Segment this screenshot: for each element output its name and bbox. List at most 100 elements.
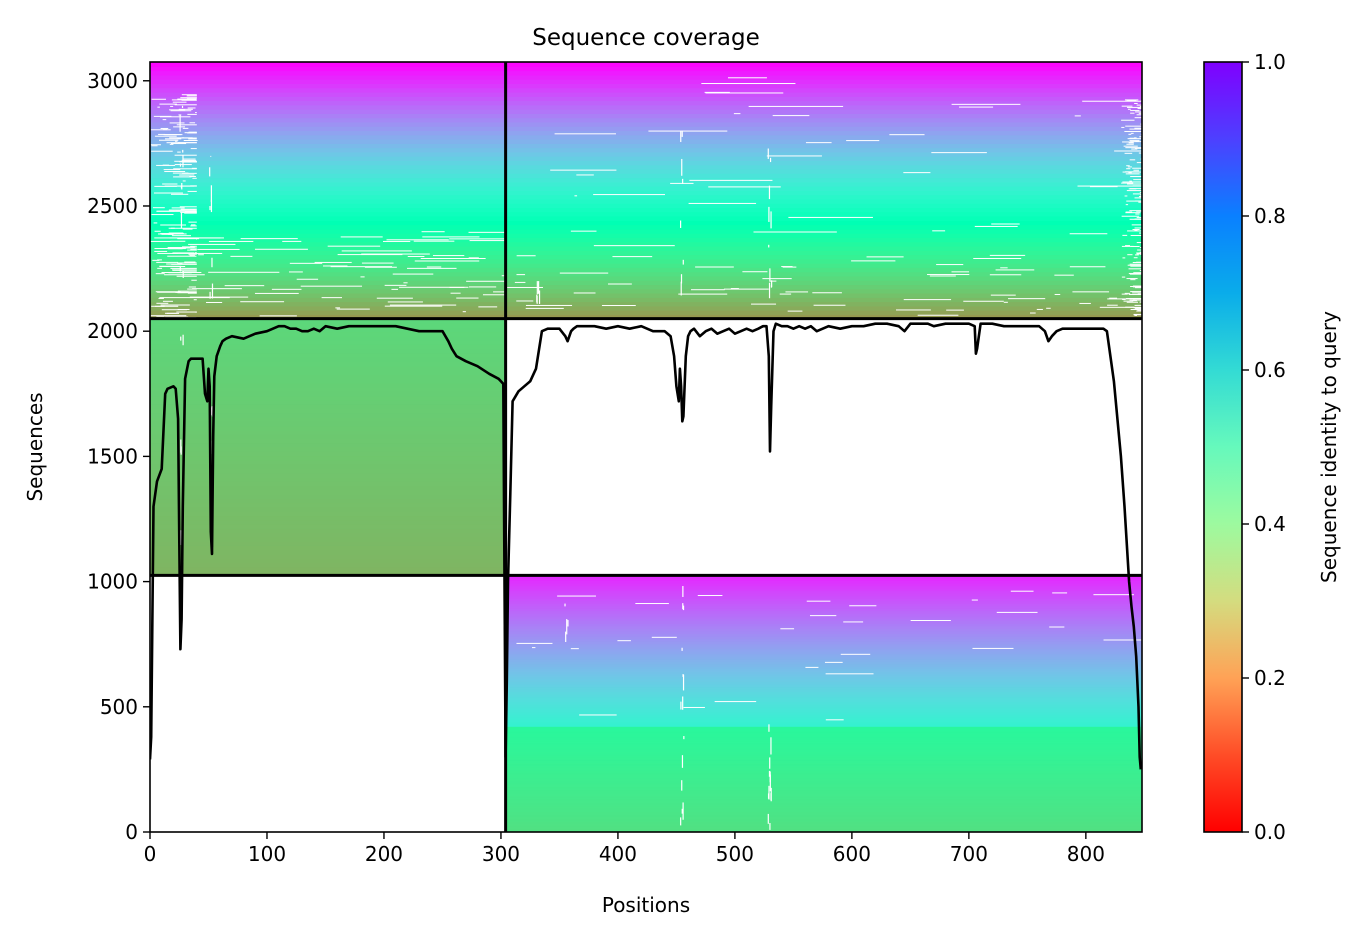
block-band (505, 770, 1142, 774)
gap-streak (1135, 140, 1139, 142)
gap-streak (1130, 110, 1140, 112)
gap-column (767, 813, 769, 824)
gap-column (682, 674, 685, 691)
colorbar-tick-label: 0.8 (1254, 204, 1286, 228)
gap-streak (1128, 133, 1132, 135)
block-band (150, 271, 1142, 277)
gap-streak (1124, 99, 1139, 101)
block-band (505, 628, 1142, 632)
gap-column (768, 206, 770, 222)
gap-column (768, 282, 771, 299)
gap-streak (866, 256, 904, 258)
block-band (150, 541, 506, 546)
block-band (505, 618, 1142, 622)
gap-streak (169, 137, 185, 139)
gap-column (182, 155, 184, 168)
x-tick-label: 500 (716, 842, 754, 866)
gap-streak (171, 207, 185, 209)
x-axis-label: Positions (602, 893, 690, 917)
gap-streak (1054, 274, 1074, 276)
gap-streak (321, 297, 343, 299)
block-band (150, 378, 506, 384)
gap-streak (1072, 291, 1110, 293)
gap-streak (161, 271, 202, 273)
gap-streak (360, 276, 365, 278)
block-band (150, 335, 506, 341)
gap-streak (169, 143, 174, 145)
block-band (150, 340, 506, 345)
gap-streak (1127, 230, 1142, 232)
gap-streak (330, 266, 393, 268)
block-band (505, 701, 1142, 705)
x-tick-label: 400 (599, 842, 637, 866)
gap-column (682, 802, 684, 820)
gap-streak (188, 161, 197, 163)
gap-streak (1122, 141, 1134, 143)
block-band (150, 301, 1142, 307)
gap-streak (1133, 299, 1142, 301)
gap-column (209, 205, 211, 211)
gap-streak (1132, 300, 1137, 302)
gap-streak (1122, 171, 1141, 173)
gap-column (681, 130, 683, 137)
gap-streak (162, 300, 173, 302)
y-tick-label: 0 (125, 820, 138, 844)
gap-streak (176, 185, 197, 187)
x-tick-label: 0 (144, 842, 157, 866)
block-band (150, 421, 506, 427)
gap-streak (179, 174, 191, 176)
gap-streak (813, 304, 846, 306)
gap-streak (174, 140, 178, 142)
gap-streak (157, 252, 223, 254)
gap-streak (705, 92, 784, 94)
gap-column (210, 407, 213, 416)
gap-streak (1052, 592, 1068, 594)
gap-streak (825, 673, 874, 675)
gap-column (211, 257, 213, 268)
block-band (150, 245, 1142, 251)
gap-streak (167, 248, 183, 250)
block-band (150, 459, 506, 465)
gap-streak (1136, 162, 1142, 164)
gap-streak (1054, 293, 1061, 295)
block-band (505, 816, 1142, 819)
gap-streak (1139, 197, 1142, 199)
block-band (505, 810, 1142, 814)
gap-streak (151, 150, 173, 152)
gap-streak (889, 134, 925, 136)
gap-streak (1121, 126, 1125, 128)
gap-column (682, 603, 684, 610)
block-band (150, 489, 506, 495)
gap-streak (1133, 179, 1142, 181)
gap-streak (1121, 119, 1135, 121)
block-band (505, 716, 1142, 720)
gap-streak (170, 227, 175, 229)
gap-streak (1139, 191, 1142, 193)
gap-streak (178, 108, 193, 110)
block-band (150, 241, 1142, 247)
gap-streak (157, 106, 160, 108)
block-band (505, 735, 1142, 738)
gap-streak (971, 599, 978, 601)
gap-streak (449, 238, 506, 240)
block-band (150, 327, 506, 333)
gap-streak (194, 252, 197, 254)
block-band (150, 297, 1142, 303)
gap-streak (189, 176, 196, 178)
gap-streak (1130, 176, 1142, 178)
gap-streak (766, 155, 822, 157)
block-band (505, 779, 1142, 782)
gap-streak (1130, 132, 1134, 134)
gap-streak (386, 239, 449, 241)
gap-streak (689, 179, 773, 181)
gap-streak (187, 95, 197, 97)
gap-streak (150, 129, 171, 131)
block-band (505, 795, 1142, 798)
block-band (150, 228, 1142, 234)
x-tick-label: 100 (248, 842, 286, 866)
gap-streak (152, 259, 160, 261)
gap-streak (172, 247, 197, 249)
block-band (150, 100, 1142, 106)
gap-streak (825, 719, 844, 721)
gap-streak (158, 133, 166, 135)
